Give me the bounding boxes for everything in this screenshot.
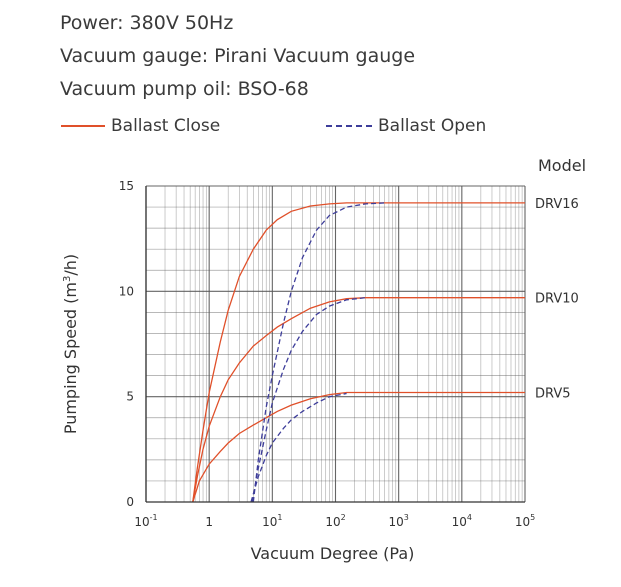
y-tick-label: 10 (119, 284, 134, 298)
series-line-drv5-ballast-close (192, 391, 525, 503)
y-tick-label: 0 (126, 495, 134, 509)
model-label-drv16: DRV16 (535, 197, 579, 212)
y-tick-label: 15 (119, 179, 134, 193)
legend-close-label: Ballast Close (111, 116, 221, 136)
x-tick-label: 104 (452, 513, 472, 529)
y-axis-title: Pumping Speed (m3/h) (61, 254, 80, 434)
chart-series (192, 202, 525, 503)
x-tick-label: 10-1 (134, 513, 157, 529)
chart-axes (145, 186, 525, 503)
x-tick-label: 101 (262, 513, 282, 529)
model-heading: Model (538, 156, 586, 175)
spec-pump-oil: Vacuum pump oil: BSO-68 (60, 78, 309, 100)
legend-ballast-open: Ballast Open (326, 116, 486, 136)
x-tick-label: 105 (515, 513, 535, 529)
series-line-drv5-ballast-open (250, 392, 347, 503)
chart-grid (145, 185, 526, 503)
model-label-drv5: DRV5 (535, 386, 571, 401)
x-axis-title: Vacuum Degree (Pa) (251, 544, 415, 563)
series-line-drv16-ballast-open (252, 202, 385, 503)
chart-labels: 0 5 10 15 10-1 1 101 102 103 104 105 Vacuum Degree … (61, 156, 586, 563)
series-line-drv10-ballast-open (251, 297, 366, 503)
legend-dashed-line-swatch (326, 125, 372, 127)
series-line-drv10-ballast-close (192, 297, 525, 503)
legend-ballast-close: Ballast Close (61, 116, 220, 136)
x-tick-label: 102 (325, 513, 345, 529)
x-tick-label: 103 (388, 513, 408, 529)
y-tick-label: 5 (126, 390, 134, 404)
spec-vacuum-gauge: Vacuum gauge: Pirani Vacuum gauge (60, 45, 416, 67)
legend-solid-line-swatch (61, 125, 105, 127)
spec-power: Power: 380V 50Hz (60, 12, 234, 34)
model-label-drv10: DRV10 (535, 292, 579, 307)
legend-open-label: Ballast Open (378, 116, 487, 136)
x-tick-label: 1 (205, 515, 213, 529)
series-line-drv16-ballast-close (192, 202, 525, 503)
